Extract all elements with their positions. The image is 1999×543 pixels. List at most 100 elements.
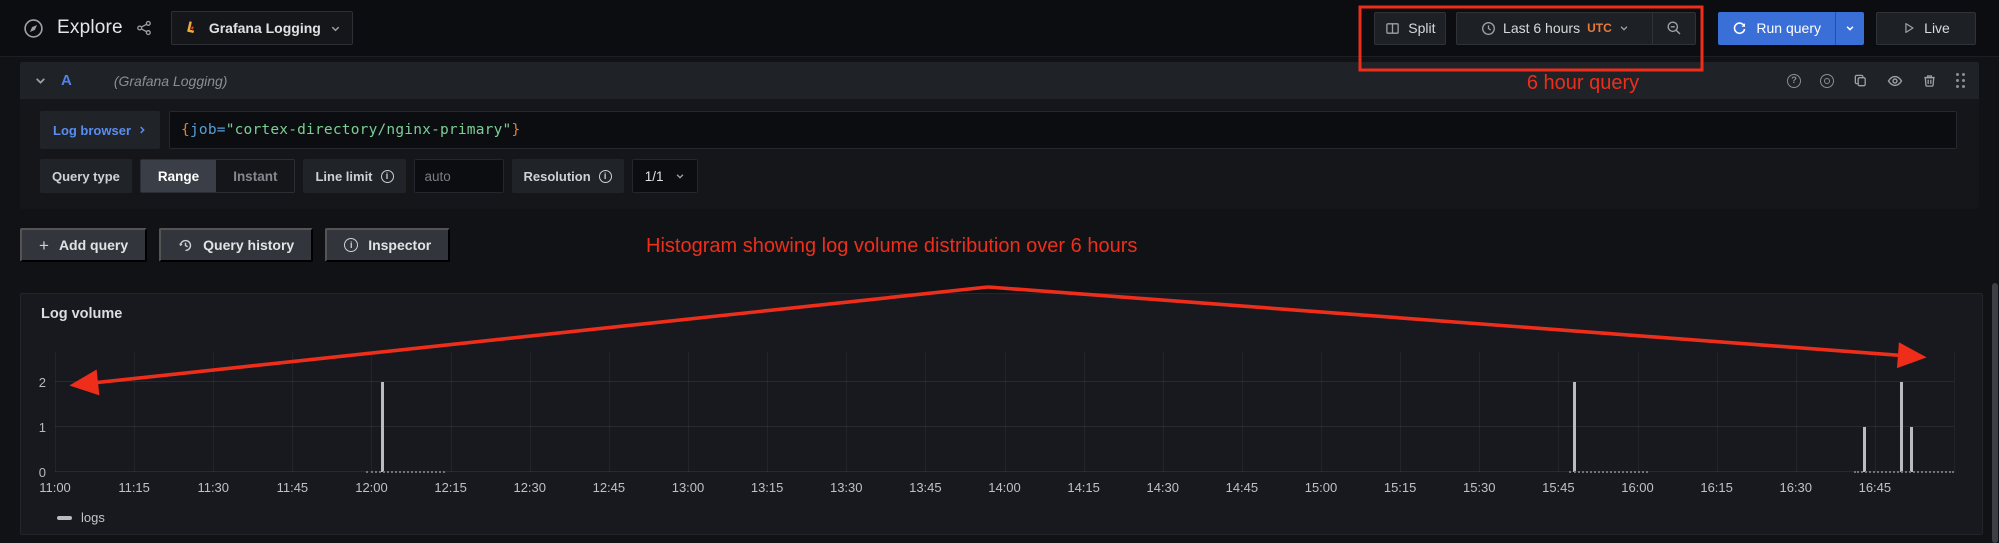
x-tick-label: 11:30 — [197, 480, 230, 495]
query-row-actions — [1787, 73, 1965, 89]
x-tick-label: 16:45 — [1858, 480, 1892, 495]
chevron-down-icon — [330, 23, 341, 34]
query-type-range[interactable]: Range — [140, 160, 217, 192]
gridline-vertical — [1637, 352, 1639, 472]
secondary-actions: Add query Query history Inspector — [20, 228, 1979, 262]
time-range-label: Last 6 hours — [1503, 20, 1581, 36]
share-icon[interactable] — [136, 20, 152, 36]
time-picker-group: Last 6 hours UTC — [1456, 11, 1697, 45]
split-button[interactable]: Split — [1374, 11, 1447, 45]
timezone-badge: UTC — [1587, 21, 1612, 35]
run-query-button[interactable]: Run query — [1718, 11, 1835, 45]
gridline-vertical — [1162, 352, 1164, 472]
x-tick-label: 15:45 — [1542, 480, 1575, 495]
query-type-label: Query type — [40, 159, 132, 193]
gridline-vertical — [1004, 352, 1006, 472]
log-volume-bar — [380, 382, 384, 472]
query-type-instant[interactable]: Instant — [233, 168, 278, 184]
log-browser-label: Log browser — [53, 122, 132, 138]
x-tick-label: 15:15 — [1383, 480, 1417, 495]
loki-logo-icon — [183, 20, 200, 37]
datasource-selected: Grafana Logging — [208, 20, 321, 36]
split-icon — [1385, 21, 1400, 36]
resolution-label: Resolution — [511, 159, 624, 193]
log-volume-bar — [1899, 382, 1903, 472]
gridline-horizontal — [55, 381, 1954, 382]
resolution-dropdown[interactable]: 1/1 — [631, 159, 699, 193]
query-equals: = — [216, 122, 226, 138]
gridline-vertical — [450, 352, 452, 472]
panel-title: Log volume — [41, 306, 123, 322]
play-icon — [1902, 21, 1916, 35]
log-volume-panel: Log volume 0 1 2 11:00 11:15 11:30 11:45 12:00 1… — [20, 293, 1983, 535]
add-query-button[interactable]: Add query — [20, 228, 148, 262]
trash-icon[interactable] — [1922, 73, 1937, 88]
gridline-vertical — [292, 352, 294, 472]
x-tick-label: 11:45 — [276, 480, 309, 495]
query-type-toggle: Range Instant — [139, 159, 296, 193]
zoom-out-time-button[interactable] — [1652, 12, 1695, 44]
log-volume-bar — [1572, 382, 1576, 472]
topbar: Explore Grafana Logg — [0, 0, 1999, 57]
collapse-chevron-icon[interactable] — [34, 74, 47, 87]
drag-handle-icon[interactable] — [1956, 73, 1965, 88]
compass-explore-icon — [23, 18, 44, 39]
gridline-vertical — [1479, 352, 1481, 472]
split-label: Split — [1408, 20, 1436, 36]
query-editor-card: A (Grafana Logging) — [20, 62, 1979, 209]
line-limit-label: Line limit — [303, 159, 406, 193]
info-icon — [344, 238, 359, 252]
log-browser-button[interactable]: Log browser — [40, 111, 161, 149]
gridline-vertical — [371, 352, 373, 472]
gridline-horizontal — [55, 426, 1954, 427]
y-tick-label: 2 — [38, 375, 46, 390]
query-row-header[interactable]: A (Grafana Logging) — [20, 62, 1979, 99]
x-tick-label: 16:15 — [1700, 480, 1733, 495]
help-icon[interactable] — [1787, 73, 1801, 88]
live-button[interactable]: Live — [1876, 11, 1976, 45]
x-tick-label: 12:45 — [592, 480, 626, 495]
inspector-button[interactable]: Inspector — [325, 228, 451, 262]
scrollbar[interactable] — [1992, 0, 1998, 543]
query-line: Log browser {job = "cortex-directory/nginx… — [40, 111, 1957, 149]
logql-query-input[interactable]: {job = "cortex-directory/nginx-primary"} — [169, 111, 1957, 149]
gridline-horizontal — [55, 471, 1954, 472]
gridline-vertical — [529, 352, 531, 472]
eye-icon[interactable] — [1887, 73, 1903, 89]
log-volume-chart[interactable]: 0 1 2 11:00 11:15 11:30 11:45 12:00 12:15 12:30 12… — [39, 352, 1955, 495]
query-history-button[interactable]: Query history — [159, 228, 314, 262]
query-options-line: Query type Range Instant Line limit auto… — [40, 159, 1957, 193]
x-tick-label: 13:30 — [829, 480, 863, 495]
y-tick-label: 1 — [38, 420, 46, 435]
gridline-vertical — [1874, 352, 1876, 472]
line-limit-input[interactable]: auto — [413, 159, 504, 193]
gridline-vertical — [767, 352, 769, 472]
gridline-vertical — [846, 352, 848, 472]
copy-icon[interactable] — [1853, 73, 1868, 88]
x-tick-label: 16:30 — [1779, 480, 1813, 495]
query-ref-id: A — [61, 72, 72, 89]
datasource-picker[interactable]: Grafana Logging — [170, 11, 353, 45]
chevron-down-icon — [1619, 23, 1629, 33]
zoom-out-icon — [1666, 20, 1682, 36]
disable-query-icon[interactable] — [1820, 73, 1834, 88]
clock-icon — [1481, 21, 1496, 36]
time-picker-button[interactable]: Last 6 hours UTC — [1457, 13, 1652, 44]
info-icon — [380, 169, 394, 183]
x-tick-label: 15:30 — [1462, 480, 1496, 495]
x-tick-label: 11:00 — [39, 480, 71, 495]
scrollbar-thumb[interactable] — [1992, 283, 1998, 543]
zero-value-marker — [1853, 471, 1954, 473]
gridline-vertical — [687, 352, 689, 472]
run-query-split-button: Run query — [1718, 11, 1864, 45]
run-query-interval-dropdown[interactable] — [1835, 11, 1864, 45]
live-label: Live — [1924, 20, 1950, 36]
x-tick-label: 13:15 — [750, 480, 784, 495]
legend-swatch — [57, 515, 72, 520]
gridline-vertical — [1716, 352, 1718, 472]
gridline-vertical — [213, 352, 215, 472]
chevron-down-icon — [675, 171, 685, 181]
query-open-brace: { — [181, 122, 190, 138]
legend-item-logs[interactable]: logs — [57, 510, 105, 525]
